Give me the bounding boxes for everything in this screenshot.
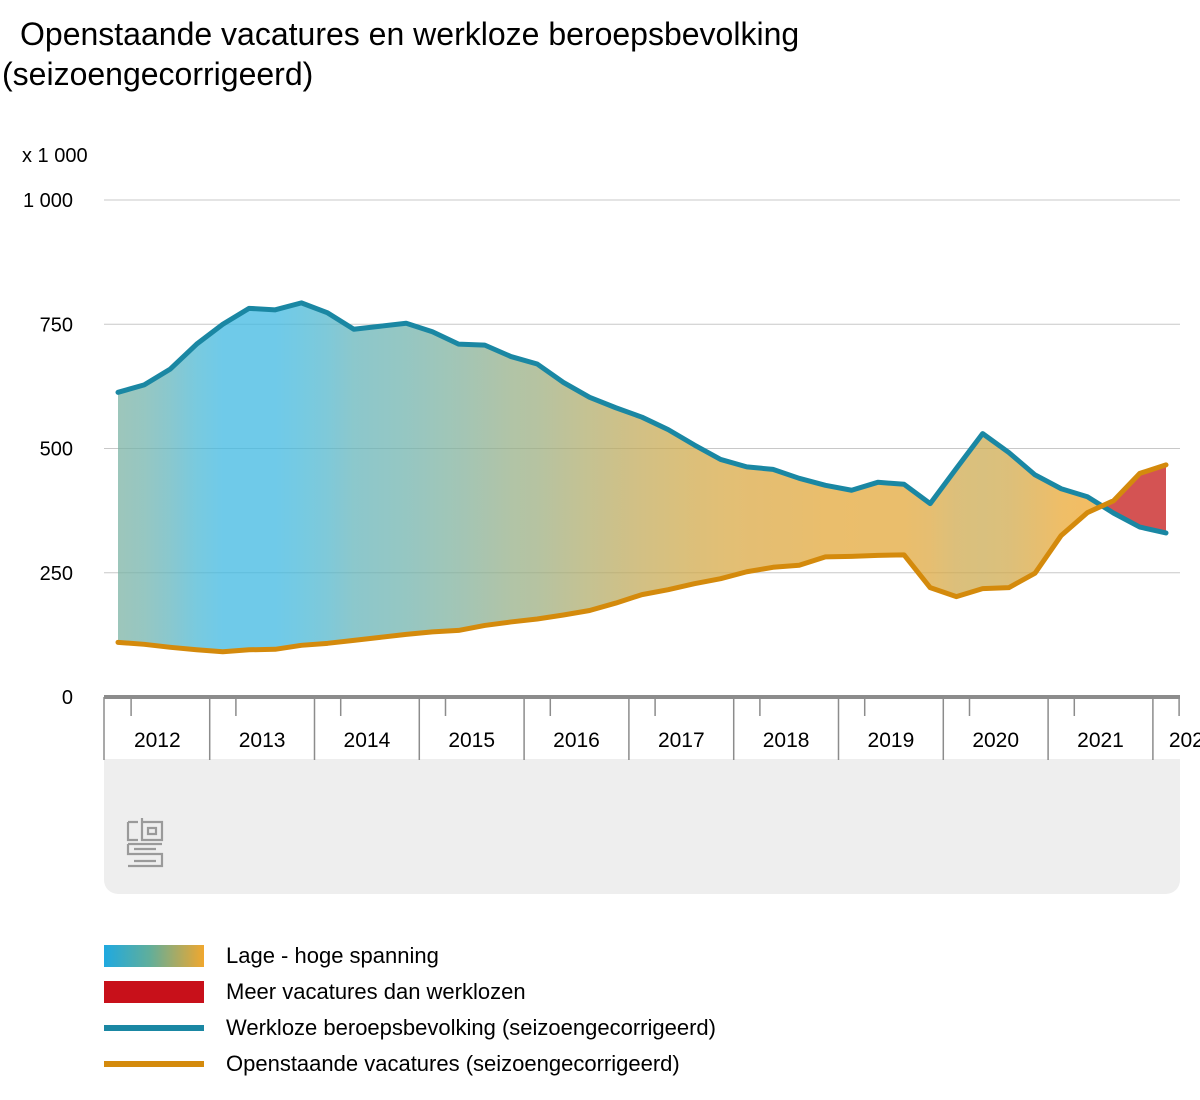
legend-line-unemployed xyxy=(104,1025,204,1031)
legend-label-unemployed: Werkloze beroepsbevolking (seizoengecorr… xyxy=(226,1015,716,1040)
legend-item-unemployed: Werkloze beroepsbevolking (seizoengecorr… xyxy=(104,1010,716,1046)
series-line-vacancies xyxy=(115,462,1169,655)
x-tick-label: 2019 xyxy=(868,729,915,752)
x-tick-label: 2017 xyxy=(658,729,705,752)
year-axis-band xyxy=(104,697,1180,759)
cbs-logo-icon xyxy=(126,818,164,868)
legend-item-vacancies: Openstaande vacatures (seizoengecorrigee… xyxy=(104,1046,716,1082)
area-more-vacancies xyxy=(1102,464,1166,533)
legend-label-tension: Lage - hoge spanning xyxy=(226,943,439,968)
y-tick-label: 750 xyxy=(40,314,73,336)
chart-title-line1: Openstaande vacatures en werkloze beroep… xyxy=(20,16,800,52)
chart-svg: 0 250 500 750 1 000 2012 2013 2014 2015 2016 2017… xyxy=(22,145,1200,894)
x-tick-label: 2021 xyxy=(1077,729,1124,752)
y-axis-unit-label: x 1 000 xyxy=(22,145,88,167)
legend-swatch-tension xyxy=(104,945,204,967)
x-tick-label: 2022 xyxy=(1169,729,1200,752)
legend-swatch-more-vacancies xyxy=(104,981,204,1003)
legend-line-vacancies xyxy=(104,1061,204,1067)
x-tick-label: 2016 xyxy=(553,729,600,752)
legend-item-tension: Lage - hoge spanning xyxy=(104,938,716,974)
y-tick-label: 0 xyxy=(62,687,73,709)
x-tick-label: 2020 xyxy=(972,729,1019,752)
y-tick-label: 500 xyxy=(40,439,73,461)
x-tick-label: 2018 xyxy=(763,729,810,752)
legend-item-more-vacancies: Meer vacatures dan werklozen xyxy=(104,974,716,1010)
legend-label-more-vacancies: Meer vacatures dan werklozen xyxy=(226,979,526,1004)
area-tension xyxy=(118,302,1103,652)
chart-title-line2: (seizoengecorrigeerd) xyxy=(2,56,314,92)
series-line-unemployed xyxy=(115,300,1169,536)
y-tick-label: 250 xyxy=(40,563,73,585)
x-tick-label: 2014 xyxy=(344,729,391,752)
y-tick-label: 1 000 xyxy=(23,190,73,212)
x-tick-label: 2015 xyxy=(448,729,495,752)
x-tick-label: 2012 xyxy=(134,729,181,752)
x-tick-label: 2013 xyxy=(239,729,286,752)
legend: Lage - hoge spanning Meer vacatures dan … xyxy=(104,938,716,1082)
legend-label-vacancies: Openstaande vacatures (seizoengecorrigee… xyxy=(226,1051,680,1076)
chart-title: Openstaande vacatures en werkloze beroep… xyxy=(0,14,1190,94)
